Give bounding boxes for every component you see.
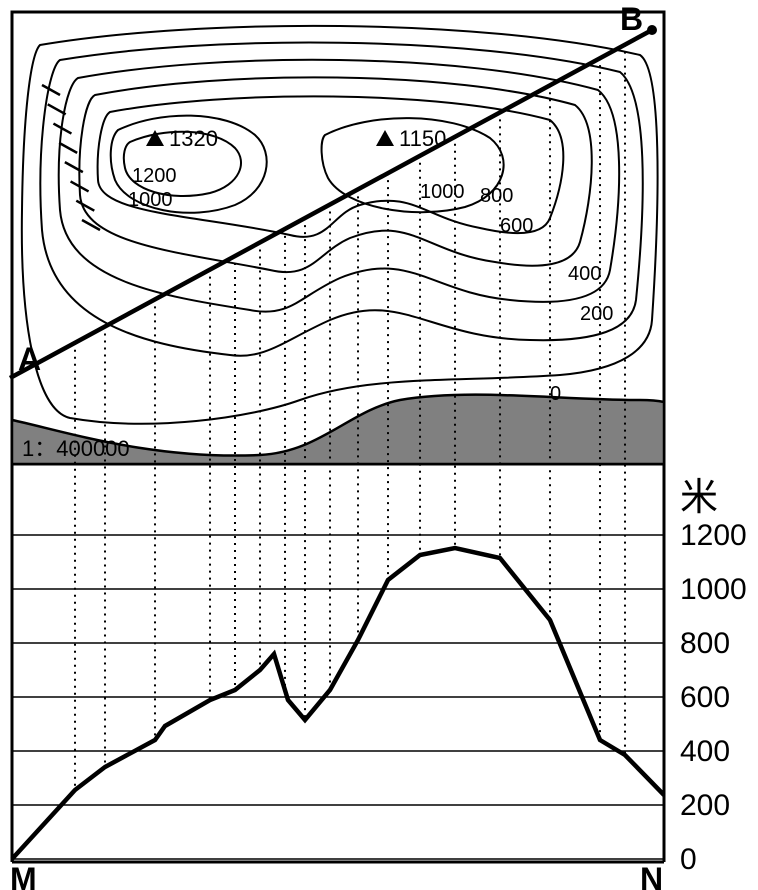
contour-lines <box>22 26 658 424</box>
cliff-hachures <box>42 85 100 230</box>
svg-text:1000: 1000 <box>680 573 747 606</box>
svg-text:600: 600 <box>500 215 533 237</box>
svg-text:400: 400 <box>568 263 601 285</box>
figure-container: 13201150 1200100010008006004002000 A B 1… <box>0 0 758 890</box>
label-a: A <box>18 341 41 377</box>
svg-text:0: 0 <box>550 383 561 405</box>
svg-text:1200: 1200 <box>680 519 747 552</box>
label-b: B <box>620 1 643 37</box>
y-axis-unit: 米 <box>680 477 718 519</box>
contour-labels: 1200100010008006004002000 <box>128 165 613 405</box>
svg-text:800: 800 <box>680 627 730 660</box>
elevation-profile-curve <box>12 548 664 859</box>
svg-text:400: 400 <box>680 735 730 768</box>
svg-text:1000: 1000 <box>420 181 465 203</box>
label-m: M <box>10 861 37 890</box>
svg-text:0: 0 <box>680 843 697 876</box>
y-axis-ticks: 1200 1000 800 600 400 200 0 <box>680 519 747 876</box>
peak-markers: 1320 1150 <box>146 126 446 151</box>
svg-text:1200: 1200 <box>132 165 177 187</box>
svg-text:1150: 1150 <box>399 126 446 151</box>
diagram-svg: 13201150 1200100010008006004002000 A B 1… <box>0 0 758 890</box>
svg-text:1320: 1320 <box>169 126 218 151</box>
point-b-dot <box>647 25 657 35</box>
svg-text:1000: 1000 <box>128 189 173 211</box>
svg-text:800: 800 <box>480 185 513 207</box>
svg-text:200: 200 <box>680 789 730 822</box>
map-frame <box>12 12 664 464</box>
label-n: N <box>640 861 663 890</box>
svg-text:200: 200 <box>580 303 613 325</box>
svg-text:600: 600 <box>680 681 730 714</box>
